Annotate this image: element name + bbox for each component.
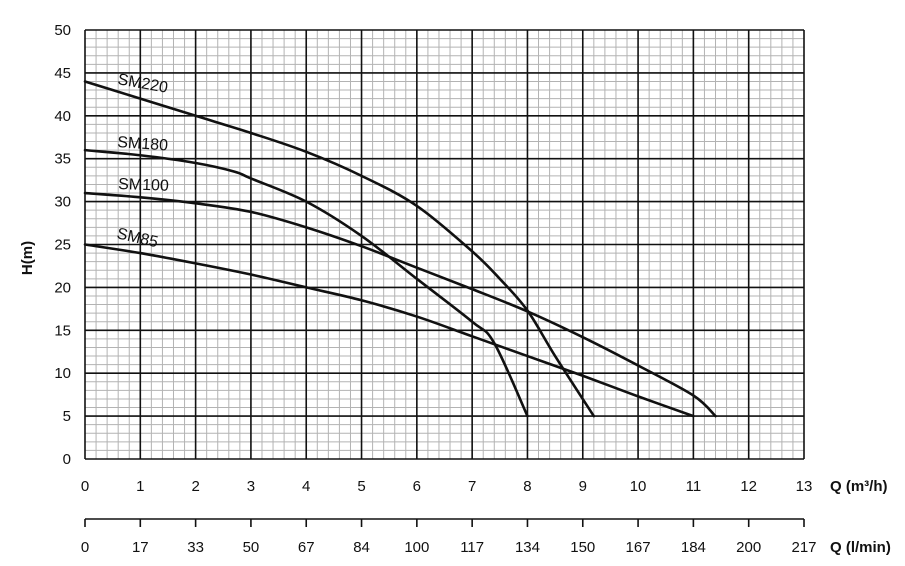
x-tick-label: 11 [686,478,702,495]
y-tick-label: 25 [54,237,71,254]
x-tick-label: 2 [191,478,199,495]
x-tick-label: 10 [630,478,647,495]
x-tick-label: 13 [796,478,813,495]
secondary-x-tick-label: 150 [570,539,595,556]
x-tick-label: 8 [523,478,531,495]
secondary-x-axis-title: Q (l/min) [830,539,891,556]
secondary-x-tick-label: 100 [404,539,429,556]
secondary-x-tick-label: 84 [353,539,370,556]
y-tick-label: 5 [63,408,71,425]
secondary-x-tick-label: 167 [626,539,651,556]
series-line-sm100 [83,191,717,418]
y-tick-label: 35 [54,151,71,168]
y-tick-label: 50 [54,22,71,39]
y-axis-title: H(m) [19,241,36,275]
y-tick-label: 20 [54,279,71,296]
series-label-sm180: SM180 [117,134,169,155]
x-tick-label: 1 [136,478,144,495]
series-line-sm180 [83,148,529,418]
secondary-x-tick-label: 67 [298,539,315,556]
secondary-x-tick-label: 184 [681,539,706,556]
y-tick-label: 10 [54,365,71,382]
x-tick-label: 12 [740,478,757,495]
secondary-x-tick-label: 217 [791,539,816,556]
x-tick-label: 5 [357,478,365,495]
y-tick-label: 0 [63,451,71,468]
secondary-x-tick-label: 134 [515,539,540,556]
secondary-x-tick-label: 17 [132,539,149,556]
y-tick-label: 30 [54,194,71,211]
curves [83,80,717,418]
x-axis-title: Q (m³/h) [830,478,888,495]
x-tick-label: 0 [81,478,89,495]
series-line-sm85 [83,243,695,418]
grid [84,29,805,460]
secondary-x-tick-label: 0 [81,539,89,556]
series-label-sm85: SM85 [115,225,160,251]
secondary-x-tick-label: 200 [736,539,761,556]
secondary-x-tick-label: 117 [460,539,484,556]
series-line-sm220 [83,80,596,418]
series-label-sm100: SM100 [118,176,169,195]
x-tick-label: 9 [579,478,587,495]
secondary-x-tick-label: 50 [243,539,260,556]
y-tick-label: 40 [54,108,71,125]
y-tick-label: 15 [54,322,71,339]
x-tick-label: 6 [413,478,421,495]
x-tick-label: 4 [302,478,310,495]
secondary-x-tick-label: 33 [187,539,204,556]
x-tick-label: 3 [247,478,255,495]
x-tick-label: 7 [468,478,476,495]
y-tick-label: 45 [54,65,71,82]
